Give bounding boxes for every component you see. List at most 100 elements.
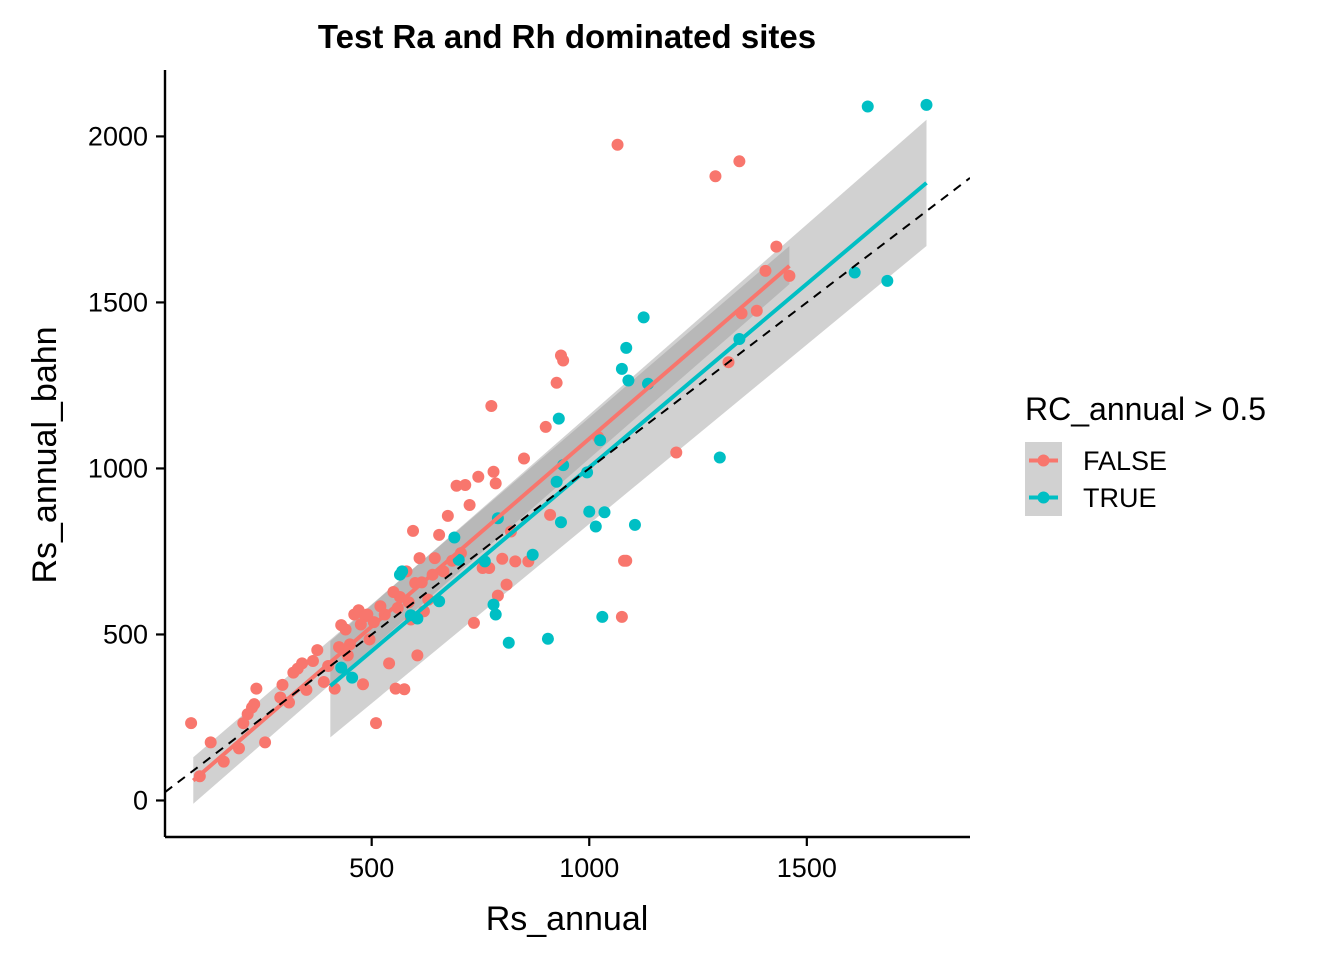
data-point-false bbox=[339, 623, 352, 636]
data-point-false bbox=[248, 698, 261, 711]
confidence-band-true bbox=[330, 119, 927, 738]
y-tick-label: 1500 bbox=[88, 287, 148, 317]
data-point-false bbox=[491, 589, 504, 602]
data-point-false bbox=[472, 470, 485, 483]
data-point-false bbox=[433, 528, 446, 541]
data-point-false bbox=[733, 155, 746, 168]
data-point-true bbox=[881, 274, 894, 287]
data-point-false bbox=[544, 508, 557, 521]
data-point-false bbox=[389, 682, 402, 695]
y-axis-label: Rs_annual_bahn bbox=[26, 326, 64, 583]
data-point-false bbox=[459, 479, 472, 492]
legend-title: RC_annual > 0.5 bbox=[1025, 391, 1266, 427]
data-point-false bbox=[487, 465, 500, 478]
legend: RC_annual > 0.5 FALSE TRUE bbox=[1025, 391, 1266, 516]
data-point-false bbox=[611, 138, 624, 151]
legend-label: TRUE bbox=[1083, 483, 1157, 513]
data-point-false bbox=[670, 446, 683, 459]
data-point-false bbox=[467, 616, 480, 629]
data-point-false bbox=[770, 240, 783, 253]
data-point-false bbox=[489, 477, 502, 490]
data-point-true bbox=[552, 412, 565, 425]
data-point-false bbox=[185, 717, 198, 730]
data-point-false bbox=[407, 524, 420, 537]
data-point-true bbox=[594, 434, 607, 447]
data-point-true bbox=[335, 661, 348, 674]
data-point-true bbox=[541, 632, 554, 645]
reference-line-group bbox=[165, 177, 970, 793]
reference-line bbox=[165, 177, 970, 793]
legend-item-true: TRUE bbox=[1025, 479, 1157, 516]
data-point-true bbox=[396, 565, 409, 578]
data-point-true bbox=[598, 506, 611, 519]
legend-keys: FALSE TRUE bbox=[1025, 442, 1167, 516]
data-point-true bbox=[920, 98, 933, 111]
data-point-false bbox=[296, 657, 309, 670]
data-point-true bbox=[628, 518, 641, 531]
fit-line-true bbox=[329, 181, 928, 688]
data-point-true bbox=[848, 266, 861, 279]
data-point-false bbox=[783, 269, 796, 282]
data-point-false bbox=[413, 552, 426, 565]
data-point-true bbox=[589, 520, 602, 533]
data-point-true bbox=[489, 608, 502, 621]
plot-area bbox=[165, 98, 970, 804]
x-tick-label: 1000 bbox=[559, 853, 619, 883]
data-point-false bbox=[204, 736, 217, 749]
data-point-false bbox=[496, 552, 509, 565]
x-tick-label: 500 bbox=[349, 853, 394, 883]
y-axis-ticks: 0 500 1000 1500 2000 bbox=[88, 121, 165, 815]
data-point-false bbox=[383, 657, 396, 670]
x-axis-ticks: 500 1000 1500 bbox=[349, 837, 837, 883]
data-point-false bbox=[500, 578, 513, 591]
data-point-true bbox=[448, 531, 461, 544]
data-point-false bbox=[370, 717, 383, 730]
data-point-false bbox=[539, 420, 552, 433]
data-point-false bbox=[398, 683, 411, 696]
y-tick-label: 500 bbox=[103, 619, 148, 649]
data-point-true bbox=[502, 636, 515, 649]
data-point-false bbox=[615, 610, 628, 623]
data-point-true bbox=[620, 341, 633, 354]
data-point-false bbox=[463, 498, 476, 511]
x-axis-label: Rs_annual bbox=[486, 900, 649, 938]
data-point-false bbox=[237, 717, 250, 730]
y-tick-label: 2000 bbox=[88, 121, 148, 151]
data-point-true bbox=[346, 671, 359, 684]
data-point-true bbox=[622, 374, 635, 387]
data-point-false bbox=[363, 633, 376, 646]
data-point-true bbox=[713, 451, 726, 464]
legend-key-point bbox=[1037, 454, 1050, 467]
data-point-true bbox=[637, 311, 650, 324]
x-tick-label: 1500 bbox=[777, 853, 837, 883]
data-point-false bbox=[450, 479, 463, 492]
data-point-false bbox=[550, 376, 563, 389]
data-point-false bbox=[709, 170, 722, 183]
data-point-false bbox=[517, 452, 530, 465]
data-point-false bbox=[306, 655, 319, 668]
data-point-true bbox=[487, 598, 500, 611]
legend-item-false: FALSE bbox=[1025, 442, 1167, 479]
data-point-true bbox=[526, 548, 539, 561]
data-point-false bbox=[557, 354, 570, 367]
data-point-false bbox=[509, 555, 522, 568]
data-point-true bbox=[452, 553, 465, 566]
y-tick-label: 0 bbox=[133, 785, 148, 815]
y-tick-label: 1000 bbox=[88, 453, 148, 483]
chart-title: Test Ra and Rh dominated sites bbox=[318, 18, 816, 55]
data-point-false bbox=[620, 554, 633, 567]
legend-label: FALSE bbox=[1083, 446, 1167, 476]
data-points bbox=[185, 98, 933, 783]
data-point-false bbox=[259, 736, 272, 749]
data-point-true bbox=[615, 362, 628, 375]
data-point-false bbox=[750, 304, 763, 317]
data-point-false bbox=[276, 678, 289, 691]
legend-key-point bbox=[1037, 491, 1050, 504]
data-point-false bbox=[759, 264, 772, 277]
data-point-false bbox=[317, 675, 330, 688]
data-point-false bbox=[485, 400, 498, 413]
data-point-false bbox=[356, 678, 369, 691]
data-point-true bbox=[550, 475, 563, 488]
data-point-false bbox=[250, 682, 263, 695]
